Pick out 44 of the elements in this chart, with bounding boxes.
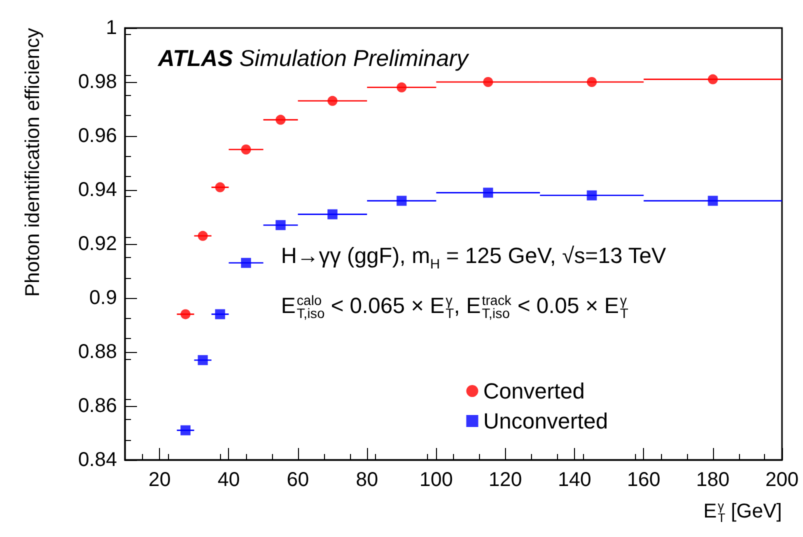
y-tick-label: 0.98 — [78, 71, 117, 93]
point — [241, 144, 252, 154]
legend-label: Converted — [483, 378, 585, 404]
point — [327, 209, 338, 220]
y-tick-label: 0.96 — [78, 125, 117, 147]
x-tick-label: 120 — [488, 469, 522, 491]
point — [483, 188, 494, 198]
point — [586, 190, 597, 200]
point — [180, 309, 191, 320]
x-tick-label: 100 — [420, 469, 453, 491]
point — [708, 74, 718, 84]
x-tick-label: 200 — [765, 469, 799, 491]
y-tick-label: 0.88 — [78, 341, 117, 363]
point — [215, 309, 226, 320]
point — [241, 258, 252, 268]
y-tick-label: 0.86 — [78, 395, 117, 417]
y-axis-title: Photon identification efficiency — [22, 28, 44, 297]
x-tick-label: 80 — [356, 469, 378, 491]
annotation: H→γγ (ggF), m$_{H}$ = 125 GeV, √s=13 TeV — [281, 243, 666, 272]
x-tick-label: 20 — [148, 469, 171, 491]
point — [396, 82, 407, 92]
point — [198, 230, 208, 241]
x-tick-label: 40 — [218, 469, 240, 491]
point — [586, 77, 597, 87]
y-tick-label: 0.92 — [78, 233, 117, 255]
x-tick-label: 180 — [696, 469, 730, 491]
legend-label: Unconverted — [483, 408, 608, 434]
x-tick-label: 160 — [626, 469, 660, 491]
point — [198, 355, 208, 366]
x-tick-label: 60 — [286, 469, 310, 491]
point — [276, 114, 286, 125]
x-tick-label: 140 — [558, 469, 592, 491]
point — [327, 96, 338, 106]
point — [483, 77, 494, 87]
y-tick-label: 0.9 — [89, 287, 117, 309]
point — [708, 196, 718, 206]
point — [215, 182, 226, 192]
point — [396, 196, 407, 206]
y-tick-label: 0.84 — [78, 449, 117, 471]
y-tick-label: 0.94 — [78, 179, 117, 201]
point — [276, 220, 286, 230]
y-tick-label: 1 — [106, 17, 117, 39]
annotation: ATLAS Simulation Preliminary — [158, 45, 468, 72]
point — [180, 425, 191, 436]
